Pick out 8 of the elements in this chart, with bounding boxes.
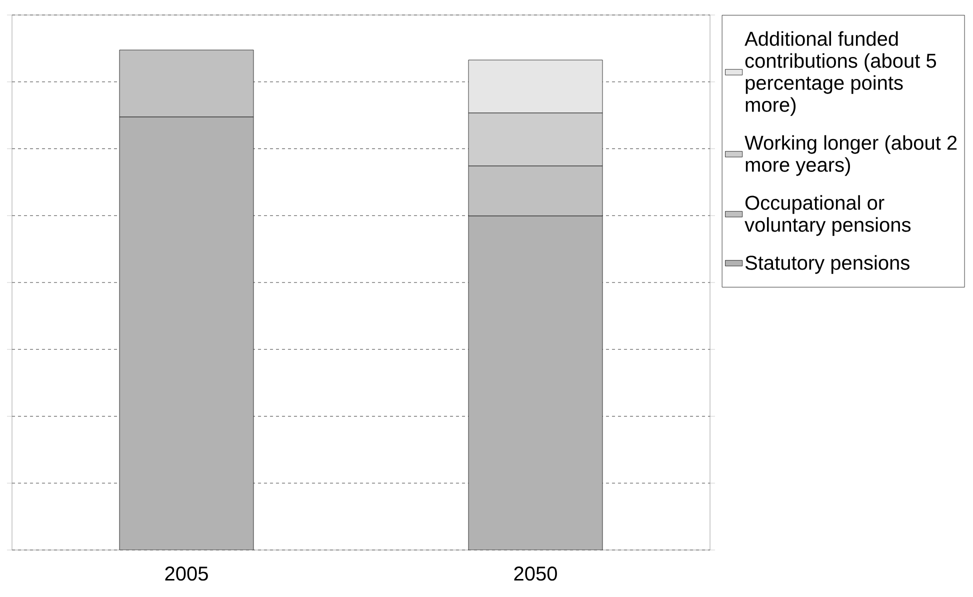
x-tick-label: 2050 (514, 566, 557, 581)
legend-label: Statutory pensions (745, 255, 910, 274)
bar (468, 216, 603, 550)
legend-label: Occupational or voluntary pensions (744, 195, 911, 236)
x-tick-label: 2005 (165, 566, 208, 581)
legend-label: Additional funded contributions (about 5 percentage points more) (744, 31, 936, 116)
legend-label: Working longer (about 2 more years) (744, 135, 957, 176)
bar (119, 116, 254, 550)
